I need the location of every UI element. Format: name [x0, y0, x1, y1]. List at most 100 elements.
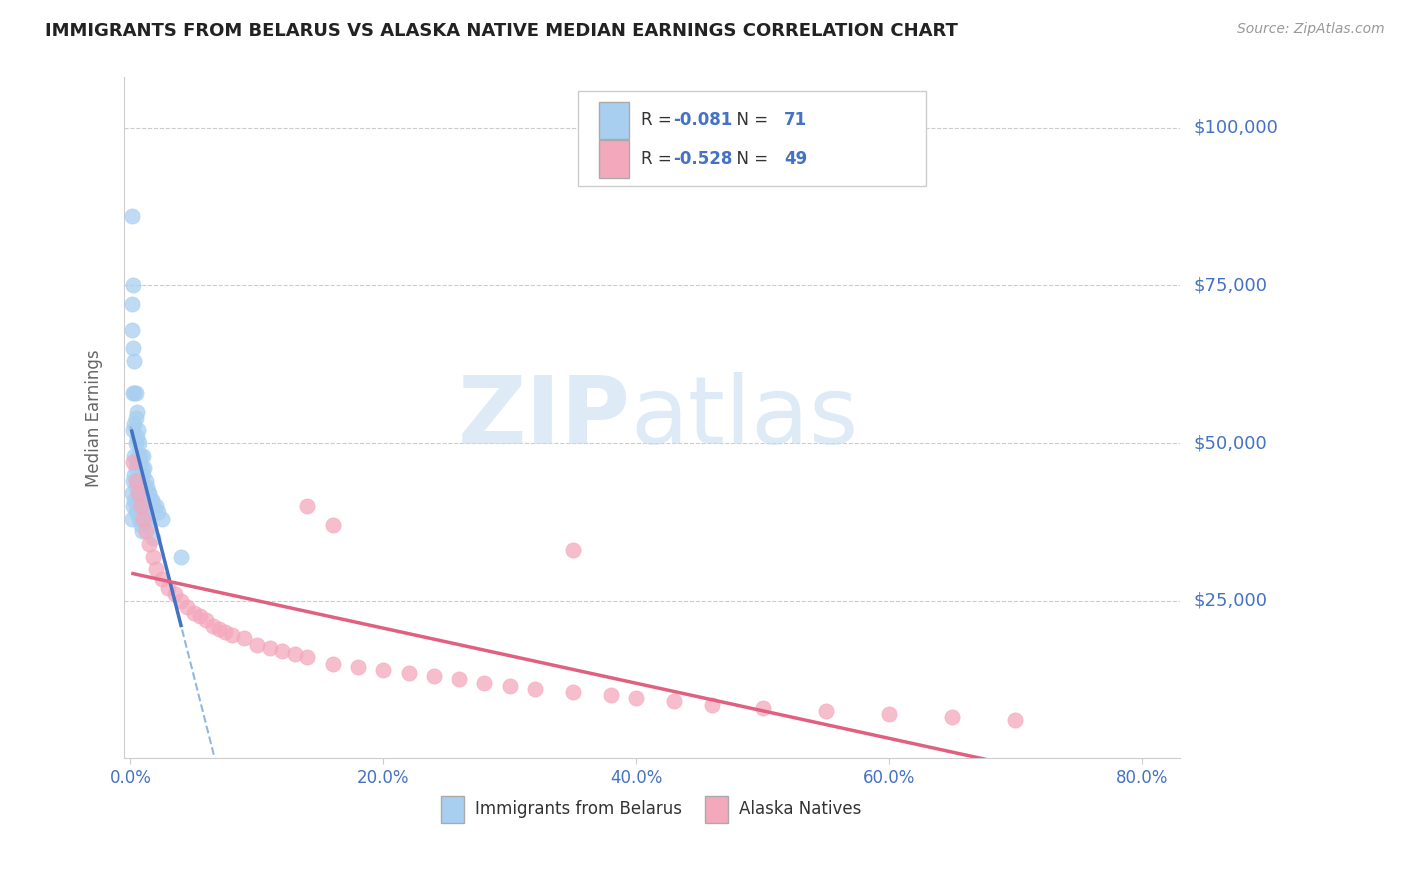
Point: [125, 455, 148, 469]
Point: [132, 467, 155, 482]
Point: [233, 632, 256, 646]
Point: [125, 474, 148, 488]
Point: [127, 449, 149, 463]
Point: [297, 499, 319, 513]
Point: [122, 449, 145, 463]
Point: [135, 505, 157, 519]
Point: [271, 644, 294, 658]
Point: [135, 480, 157, 494]
Point: [128, 455, 150, 469]
Text: $100,000: $100,000: [1194, 119, 1278, 136]
Point: [135, 511, 157, 525]
Point: [138, 537, 160, 551]
Point: [122, 499, 145, 513]
Point: [145, 562, 167, 576]
Point: [322, 657, 344, 671]
Point: [127, 424, 149, 438]
Point: [129, 492, 152, 507]
Point: [398, 666, 420, 681]
Point: [122, 385, 145, 400]
Point: [183, 606, 205, 620]
Point: [157, 581, 180, 595]
Point: [176, 599, 198, 614]
Point: [150, 572, 173, 586]
FancyBboxPatch shape: [599, 102, 628, 139]
Point: [125, 430, 148, 444]
Point: [122, 492, 145, 507]
Point: [132, 449, 155, 463]
Point: [170, 549, 193, 564]
Point: [751, 700, 773, 714]
Point: [662, 694, 685, 708]
Point: [142, 531, 165, 545]
Point: [128, 436, 150, 450]
Point: [122, 278, 145, 293]
Point: [297, 650, 319, 665]
Point: [131, 524, 153, 539]
Point: [128, 480, 150, 494]
Point: [122, 455, 145, 469]
Text: N =: N =: [725, 150, 773, 168]
Point: [135, 524, 157, 539]
Point: [132, 511, 155, 525]
Point: [121, 209, 143, 223]
FancyBboxPatch shape: [599, 140, 628, 178]
Point: [150, 511, 173, 525]
Point: [221, 628, 243, 642]
Point: [128, 486, 150, 500]
Point: [127, 505, 149, 519]
Text: $25,000: $25,000: [1194, 591, 1268, 609]
Point: [134, 480, 156, 494]
Text: Alaska Natives: Alaska Natives: [738, 800, 860, 818]
Point: [122, 467, 145, 482]
Point: [122, 342, 145, 356]
Point: [423, 669, 446, 683]
Point: [163, 587, 186, 601]
Point: [122, 424, 145, 438]
Point: [561, 685, 583, 699]
Text: 71: 71: [785, 112, 807, 129]
Point: [814, 704, 837, 718]
Point: [524, 681, 547, 696]
Point: [499, 679, 522, 693]
Point: [129, 518, 152, 533]
Text: $75,000: $75,000: [1194, 277, 1268, 294]
Point: [322, 518, 344, 533]
Point: [347, 660, 370, 674]
Point: [188, 609, 211, 624]
Y-axis label: Median Earnings: Median Earnings: [86, 349, 103, 487]
Point: [121, 322, 143, 336]
Point: [561, 543, 583, 558]
Point: [122, 474, 145, 488]
Point: [138, 486, 160, 500]
Point: [131, 480, 153, 494]
FancyBboxPatch shape: [578, 91, 927, 186]
Point: [131, 461, 153, 475]
Point: [121, 511, 143, 525]
Text: $50,000: $50,000: [1194, 434, 1267, 452]
Point: [124, 461, 146, 475]
Point: [135, 474, 157, 488]
Point: [127, 480, 149, 494]
Point: [145, 499, 167, 513]
Point: [599, 688, 621, 702]
Point: [131, 499, 153, 513]
Point: [373, 663, 395, 677]
Text: -0.081: -0.081: [673, 112, 733, 129]
Point: [201, 619, 224, 633]
Point: [129, 449, 152, 463]
Text: Immigrants from Belarus: Immigrants from Belarus: [475, 800, 682, 818]
Point: [246, 638, 269, 652]
Point: [474, 675, 496, 690]
Point: [195, 613, 218, 627]
Point: [127, 486, 149, 500]
FancyBboxPatch shape: [441, 796, 464, 823]
Text: R =: R =: [641, 150, 678, 168]
Point: [449, 673, 471, 687]
Point: [124, 436, 146, 450]
Text: 49: 49: [785, 150, 807, 168]
Point: [624, 691, 647, 706]
Point: [129, 467, 152, 482]
Point: [134, 499, 156, 513]
Text: N =: N =: [725, 112, 773, 129]
